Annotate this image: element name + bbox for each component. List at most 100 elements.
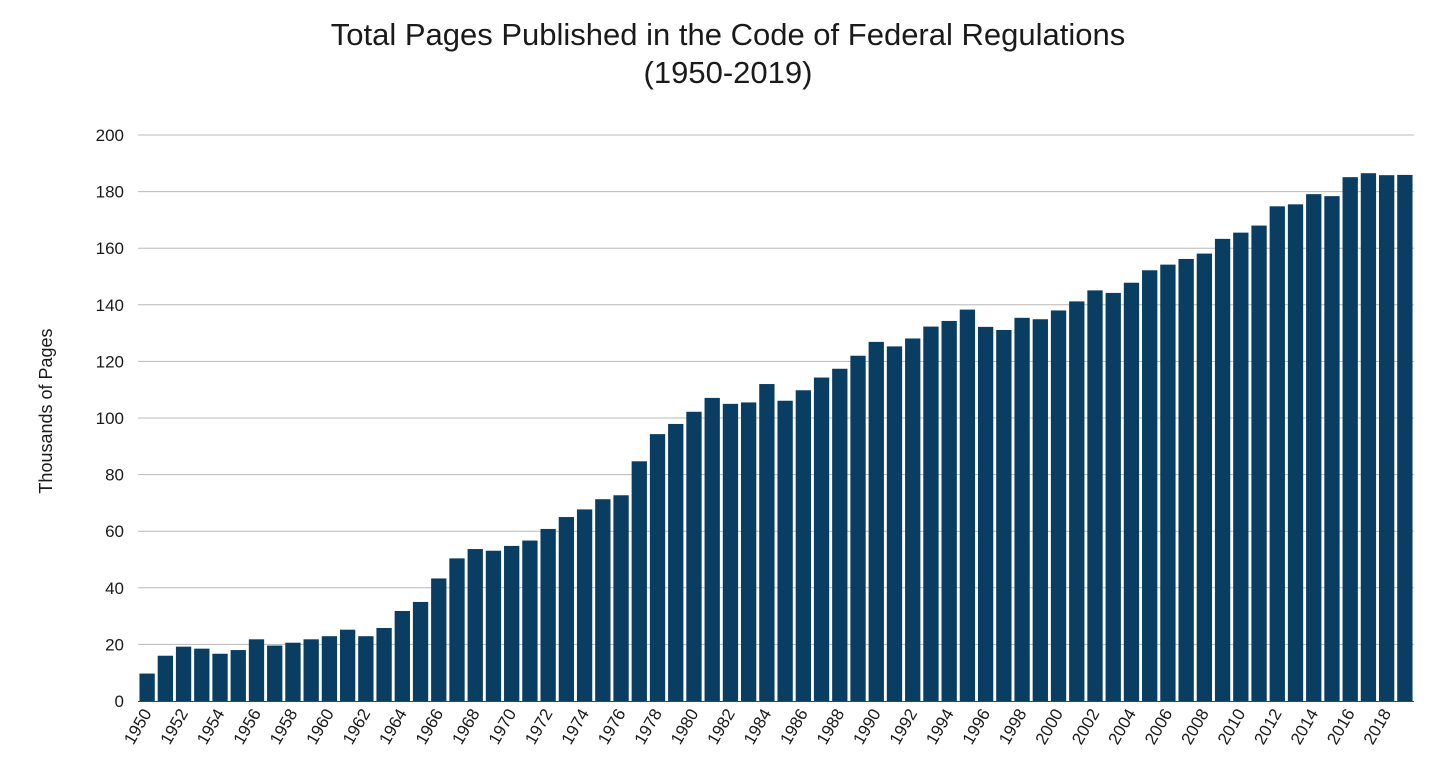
bar-2009 [1214, 238, 1231, 701]
bar-1951 [157, 655, 173, 701]
bar-2003 [1105, 292, 1121, 701]
bar-2014 [1306, 194, 1322, 701]
bar-1975 [595, 499, 611, 701]
bar-1963 [376, 627, 392, 701]
x-tick-label: 1958 [266, 706, 301, 748]
bar-1981 [704, 397, 720, 701]
x-tick-label: 1964 [375, 706, 410, 748]
bar-1973 [558, 517, 575, 701]
bar-2000 [1050, 310, 1067, 701]
gridlines [138, 134, 1414, 645]
x-tick-label: 1970 [485, 706, 520, 748]
bar-1968 [467, 549, 483, 701]
x-tick-label: 1990 [849, 706, 884, 748]
bar-2017 [1360, 173, 1377, 701]
bar-1986 [795, 390, 811, 701]
bar-1987 [813, 377, 830, 701]
bar-1953 [194, 648, 210, 701]
bar-1979 [668, 423, 684, 701]
bar-2012 [1269, 206, 1285, 702]
y-axis-ticks: 0 20 40 60 80 100 120 140 160 180 200 [96, 126, 124, 711]
x-tick-label: 1962 [339, 706, 374, 748]
bar-1962 [358, 636, 374, 701]
bar-1971 [522, 540, 538, 701]
bar-1952 [175, 646, 192, 701]
x-tick-label: 1984 [740, 706, 775, 748]
bar-1988 [832, 368, 848, 701]
x-tick-label: 1954 [193, 706, 228, 748]
x-tick-label: 1950 [120, 706, 155, 748]
bar-1996 [977, 326, 994, 701]
x-tick-label: 2000 [1032, 706, 1067, 748]
x-tick-label: 2014 [1287, 706, 1322, 748]
bar-1978 [649, 434, 666, 701]
bar-1972 [540, 528, 556, 701]
bar-1974 [576, 509, 593, 701]
x-tick-label: 1992 [886, 706, 921, 748]
y-tick-label: 0 [115, 692, 124, 711]
bars [139, 173, 1413, 702]
x-tick-label: 2006 [1141, 706, 1176, 748]
x-tick-label: 1996 [959, 706, 994, 748]
bar-2011 [1251, 225, 1267, 701]
x-tick-label: 1998 [995, 706, 1030, 748]
x-tick-label: 2002 [1068, 706, 1103, 748]
x-tick-label: 1966 [412, 706, 447, 748]
y-tick-label: 20 [105, 635, 124, 654]
chart-subtitle: (1950-2019) [644, 55, 813, 90]
bar-1991 [886, 346, 903, 701]
x-tick-label: 2018 [1360, 706, 1395, 748]
bar-1995 [959, 309, 976, 701]
bar-2005 [1142, 270, 1158, 701]
bar-2013 [1287, 204, 1304, 701]
bar-1984 [759, 384, 775, 701]
bar-1999 [1032, 319, 1048, 701]
bar-1950 [139, 673, 155, 701]
y-tick-label: 200 [96, 126, 124, 145]
y-tick-label: 80 [105, 466, 124, 485]
bar-1997 [996, 329, 1012, 701]
x-tick-label: 2004 [1105, 706, 1140, 748]
y-tick-label: 40 [105, 579, 124, 598]
bar-1957 [267, 645, 283, 701]
y-tick-label: 120 [96, 352, 124, 371]
bar-2004 [1123, 282, 1140, 701]
bar-2008 [1196, 253, 1213, 701]
x-tick-label: 1988 [813, 706, 848, 748]
bar-1982 [722, 403, 739, 701]
bar-1955 [230, 650, 246, 701]
x-axis-ticks: 1950 1952 1954 1956 1958 1960 1962 1964 1966 1968… [120, 706, 1395, 748]
bar-1993 [923, 326, 939, 701]
bar-1983 [741, 402, 757, 701]
bar-1970 [504, 545, 520, 701]
bar-1954 [212, 653, 228, 701]
bar-2019 [1397, 174, 1413, 701]
x-tick-label: 1976 [594, 706, 629, 748]
x-tick-label: 1986 [776, 706, 811, 748]
bar-1980 [686, 411, 702, 701]
bar-1967 [449, 558, 465, 701]
bar-1965 [412, 601, 429, 701]
x-tick-label: 1980 [667, 706, 702, 748]
bar-1958 [285, 642, 301, 701]
bar-1985 [777, 400, 793, 701]
bar-1960 [321, 636, 338, 701]
x-tick-label: 2012 [1250, 706, 1285, 748]
bar-2002 [1087, 290, 1103, 701]
y-tick-label: 100 [96, 409, 124, 428]
bar-1977 [631, 461, 647, 701]
bar-2001 [1069, 301, 1085, 701]
bar-1989 [850, 355, 866, 701]
bar-2015 [1324, 196, 1340, 702]
x-tick-label: 1982 [704, 706, 739, 748]
bar-2006 [1160, 264, 1176, 701]
bar-1998 [1014, 317, 1030, 701]
x-tick-label: 1952 [157, 706, 192, 748]
x-tick-label: 1956 [230, 706, 265, 748]
x-tick-label: 1968 [448, 706, 483, 748]
y-axis-title: Thousands of Pages [36, 328, 56, 493]
bar-2007 [1178, 258, 1194, 701]
bar-1959 [303, 639, 319, 701]
x-tick-label: 2010 [1214, 706, 1249, 748]
x-tick-label: 1978 [631, 706, 666, 748]
